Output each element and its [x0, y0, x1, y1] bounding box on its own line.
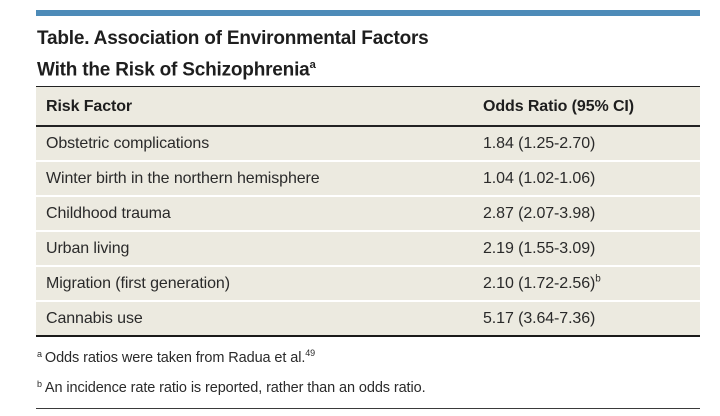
- table-row: Childhood trauma 2.87 (2.07-3.98): [36, 196, 700, 233]
- risk-factor-cell: Urban living: [36, 231, 483, 268]
- footnotes: a Odds ratios were taken from Radua et al…: [37, 348, 700, 398]
- odds-ratio-cell: 1.04 (1.02-1.06): [483, 161, 700, 198]
- table-title-footnote-marker: a: [309, 59, 316, 71]
- footnote-a-marker: a: [37, 348, 42, 359]
- risk-factor-cell: Obstetric complications: [36, 126, 483, 163]
- odds-ratio-footnote-marker: b: [595, 274, 601, 285]
- risk-factor-table: Risk Factor Odds Ratio (95% CI) Obstetri…: [36, 87, 700, 336]
- odds-ratio-cell: 2.87 (2.07-3.98): [483, 196, 700, 233]
- table-top-rule: [36, 86, 700, 88]
- footnote-b-marker: b: [37, 378, 42, 389]
- odds-ratio-cell: 1.84 (1.25-2.70): [483, 126, 700, 163]
- figure-content: Table. Association of Environmental Fact…: [36, 0, 700, 410]
- table-container: Risk Factor Odds Ratio (95% CI) Obstetri…: [36, 87, 700, 338]
- accent-bar: [36, 10, 700, 16]
- odds-ratio-cell: 2.10 (1.72-2.56)b: [483, 266, 700, 303]
- table-row: Urban living 2.19 (1.55-3.09): [36, 231, 700, 268]
- footnote-a-reference: 49: [305, 348, 316, 359]
- risk-factor-cell: Winter birth in the northern hemisphere: [36, 161, 483, 198]
- odds-ratio-cell: 5.17 (3.64-7.36): [483, 310, 596, 328]
- risk-factor-cell: Cannabis use: [46, 310, 143, 328]
- table-header: Risk Factor Odds Ratio (95% CI): [36, 87, 700, 128]
- footnote-a-text: Odds ratios were taken from Radua et al.: [44, 350, 306, 367]
- table-title-line2: With the Risk of Schizophrenia: [37, 59, 310, 81]
- table-title: Table. Association of Environmental Fact…: [37, 25, 700, 83]
- column-header-odds-ratio: Odds Ratio (95% CI): [483, 87, 700, 128]
- risk-factor-cell: Migration (first generation): [36, 266, 483, 303]
- odds-ratio-cell: 2.19 (1.55-3.09): [483, 231, 700, 268]
- table-row: Cannabis use 5.17 (3.64-7.36): [36, 301, 700, 335]
- footnote-b: b An incidence rate ratio is reported, ra…: [37, 378, 700, 398]
- table-header-row: Risk Factor Odds Ratio (95% CI): [36, 87, 700, 128]
- table-row: Winter birth in the northern hemisphere 1…: [36, 161, 700, 198]
- footnote-a: a Odds ratios were taken from Radua et al…: [37, 348, 700, 368]
- table-row: Obstetric complications 1.84 (1.25-2.70): [36, 126, 700, 163]
- figure-bottom-rule: [36, 408, 700, 410]
- table-row: Migration (first generation) 2.10 (1.72-2…: [36, 266, 700, 303]
- column-header-risk-factor: Risk Factor: [36, 87, 483, 128]
- risk-factor-cell: Childhood trauma: [36, 196, 483, 233]
- footnote-b-text: An incidence rate ratio is reported, rat…: [44, 380, 426, 397]
- table-body: Obstetric complications 1.84 (1.25-2.70) W…: [36, 126, 700, 335]
- table-title-line1: Table. Association of Environmental Fact…: [37, 28, 429, 49]
